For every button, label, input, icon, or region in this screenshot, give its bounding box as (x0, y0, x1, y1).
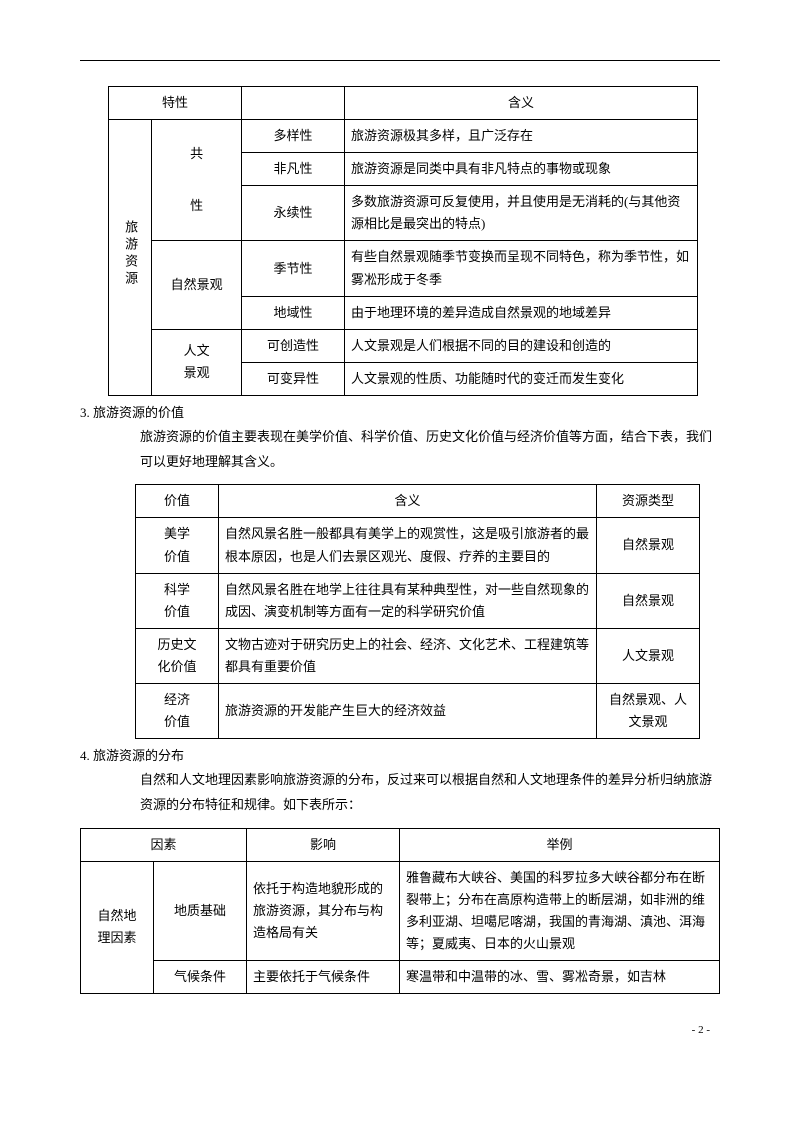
cell: 人文景观的性质、功能随时代的变迁而发生变化 (345, 362, 698, 395)
table-header: 影响 (247, 828, 400, 861)
cell: 多数旅游资源可反复使用，并且使用是无消耗的(与其他资源相比是最突出的特点) (345, 186, 698, 241)
cell: 历史文化价值 (136, 628, 219, 683)
table-header: 资源类型 (597, 485, 700, 518)
cell: 自然景观 (597, 518, 700, 573)
cell: 自然景观、人文景观 (597, 683, 700, 738)
cell: 气候条件 (154, 961, 247, 994)
table-header: 因素 (81, 828, 247, 861)
cell: 永续性 (242, 186, 345, 241)
cell: 雅鲁藏布大峡谷、美国的科罗拉多大峡谷都分布在断裂带上；分布在高原构造带上的断层湖… (400, 861, 720, 960)
cell: 文物古迹对于研究历史上的社会、经济、文化艺术、工程建筑等都具有重要价值 (219, 628, 597, 683)
row-group-label: 旅游资源 (109, 120, 152, 396)
row-group: 自然景观 (152, 241, 242, 329)
cell: 可变异性 (242, 362, 345, 395)
cell: 地质基础 (154, 861, 247, 960)
table-header: 含义 (345, 87, 698, 120)
cell: 有些自然景观随季节变换而呈现不同特色，称为季节性，如雾凇形成于冬季 (345, 241, 698, 296)
cell: 自然风景名胜一般都具有美学上的观赏性，这是吸引旅游者的最根本原因，也是人们去景区… (219, 518, 597, 573)
table-header: 举例 (400, 828, 720, 861)
cell: 旅游资源极其多样，且广泛存在 (345, 120, 698, 153)
row-group: 自然地理因素 (81, 861, 154, 993)
cell: 季节性 (242, 241, 345, 296)
cell: 经济价值 (136, 683, 219, 738)
cell: 旅游资源是同类中具有非凡特点的事物或现象 (345, 153, 698, 186)
section-4-para: 自然和人文地理因素影响旅游资源的分布，反过来可以根据自然和人文地理条件的差异分析… (140, 768, 720, 817)
cell: 人文景观是人们根据不同的目的建设和创造的 (345, 329, 698, 362)
cell: 主要依托于气候条件 (247, 961, 400, 994)
cell: 寒温带和中温带的冰、雪、雾凇奇景，如吉林 (400, 961, 720, 994)
page-number: - 2 - (80, 1024, 720, 1036)
table-characteristics: 特性 含义 旅游资源 共性 多样性 旅游资源极其多样，且广泛存在 非凡性 旅游资… (108, 86, 698, 396)
table-header: 含义 (219, 485, 597, 518)
cell: 可创造性 (242, 329, 345, 362)
row-group: 人文景观 (152, 329, 242, 395)
cell: 美学价值 (136, 518, 219, 573)
table-header: 价值 (136, 485, 219, 518)
table-values: 价值 含义 资源类型 美学价值 自然风景名胜一般都具有美学上的观赏性，这是吸引旅… (135, 484, 700, 739)
cell: 地域性 (242, 296, 345, 329)
cell: 自然景观 (597, 573, 700, 628)
table-distribution: 因素 影响 举例 自然地理因素 地质基础 依托于构造地貌形成的旅游资源，其分布与… (80, 828, 720, 995)
cell: 多样性 (242, 120, 345, 153)
cell: 科学价值 (136, 573, 219, 628)
table-header: 特性 (109, 87, 242, 120)
cell: 由于地理环境的差异造成自然景观的地域差异 (345, 296, 698, 329)
cell: 依托于构造地貌形成的旅游资源，其分布与构造格局有关 (247, 861, 400, 960)
cell: 非凡性 (242, 153, 345, 186)
cell: 自然风景名胜在地学上往往具有某种典型性，对一些自然现象的成因、演变机制等方面有一… (219, 573, 597, 628)
top-rule (80, 60, 720, 61)
section-3-para: 旅游资源的价值主要表现在美学价值、科学价值、历史文化价值与经济价值等方面，结合下… (140, 425, 720, 474)
cell: 人文景观 (597, 628, 700, 683)
cell: 旅游资源的开发能产生巨大的经济效益 (219, 683, 597, 738)
section-4-heading: 4. 旅游资源的分布 (80, 745, 720, 764)
section-3-heading: 3. 旅游资源的价值 (80, 402, 720, 421)
row-group: 共性 (152, 120, 242, 241)
